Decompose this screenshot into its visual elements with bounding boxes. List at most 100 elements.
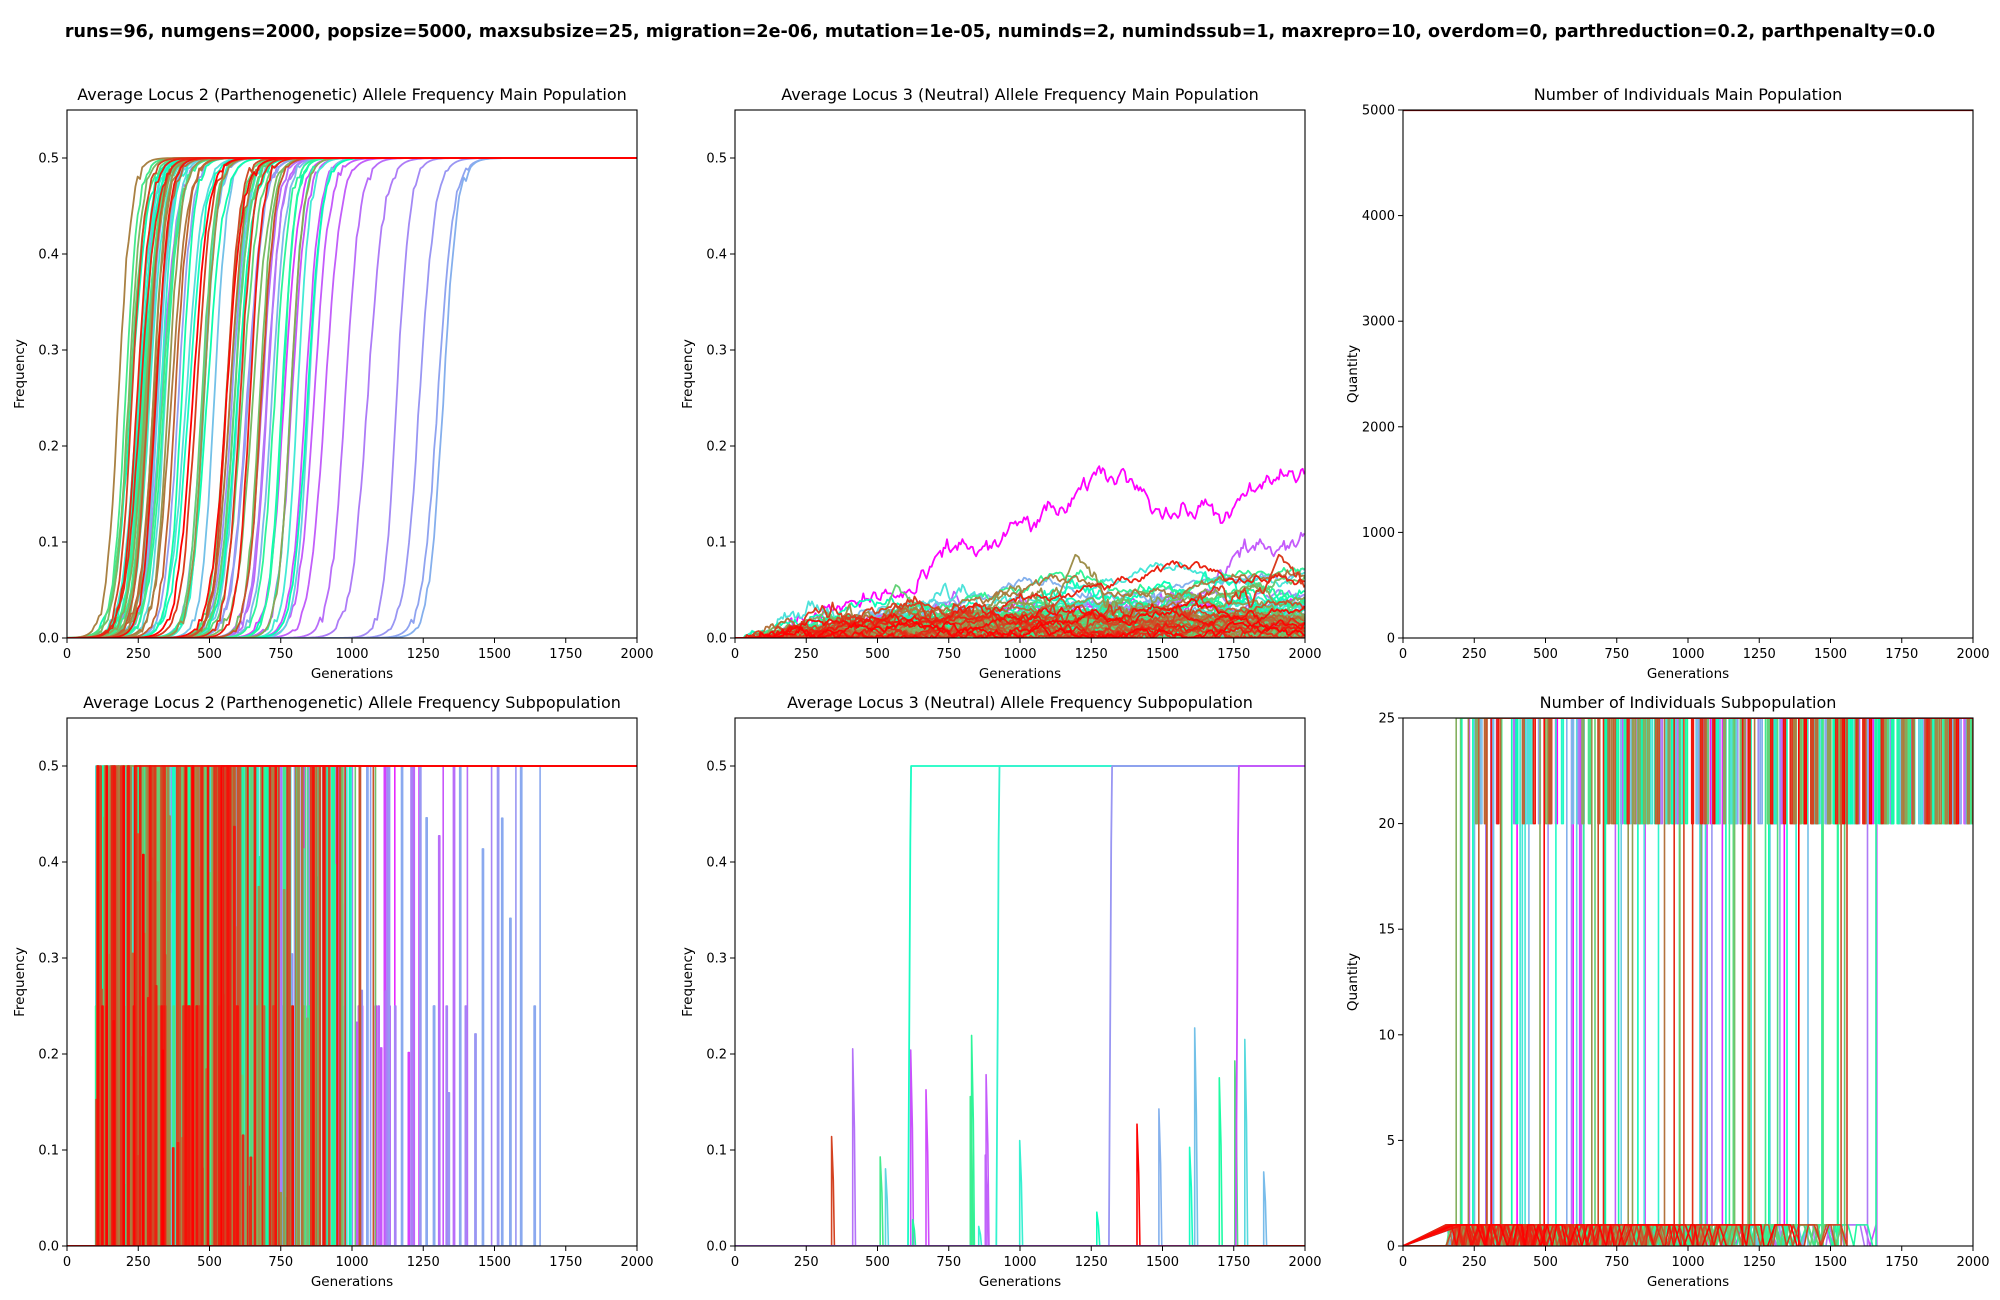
y-axis-label: Frequency bbox=[680, 339, 696, 409]
run-line bbox=[735, 1123, 1305, 1246]
y-tick-label: 3000 bbox=[1362, 315, 1395, 330]
series-group bbox=[1403, 718, 1973, 1246]
y-axis-label: Frequency bbox=[680, 947, 696, 1017]
run-line bbox=[735, 1048, 1305, 1246]
y-axis-label: Frequency bbox=[12, 339, 28, 409]
x-tick-label: 750 bbox=[1604, 647, 1629, 662]
run-line bbox=[1403, 718, 1973, 1246]
x-tick-label: 1250 bbox=[1743, 1255, 1776, 1270]
y-tick-label: 0.3 bbox=[706, 952, 727, 967]
x-tick-label: 500 bbox=[865, 1255, 890, 1270]
run-line bbox=[1403, 718, 1973, 1246]
run-line bbox=[1403, 718, 1973, 1246]
x-tick-label: 2000 bbox=[620, 1255, 653, 1270]
x-tick-label: 1000 bbox=[335, 1255, 368, 1270]
x-tick-label: 750 bbox=[268, 1255, 293, 1270]
x-tick-label: 750 bbox=[268, 647, 293, 662]
axes-frame bbox=[734, 109, 1306, 639]
run-line bbox=[67, 157, 637, 638]
x-tick-label: 1000 bbox=[1671, 1255, 1704, 1270]
y-axis-label: Quantity bbox=[1345, 953, 1361, 1011]
x-tick-label: 1000 bbox=[1671, 647, 1704, 662]
run-line bbox=[735, 1076, 1305, 1246]
series-group bbox=[67, 765, 637, 1246]
x-tick-label: 1750 bbox=[549, 647, 582, 662]
x-tick-label: 1750 bbox=[1885, 647, 1918, 662]
x-tick-label: 1250 bbox=[1743, 647, 1776, 662]
x-tick-label: 500 bbox=[1533, 1255, 1558, 1270]
series-group bbox=[735, 465, 1305, 638]
x-tick-label: 250 bbox=[794, 647, 819, 662]
y-tick-label: 1000 bbox=[1362, 526, 1395, 541]
x-tick-label: 500 bbox=[197, 1255, 222, 1270]
run-line bbox=[67, 765, 637, 1246]
y-tick-label: 15 bbox=[1378, 923, 1395, 938]
run-line bbox=[735, 597, 1305, 638]
x-tick-label: 1750 bbox=[549, 1255, 582, 1270]
chart-title: Average Locus 3 (Neutral) Allele Frequen… bbox=[787, 693, 1253, 712]
y-axis-label: Frequency bbox=[12, 947, 28, 1017]
y-tick-label: 25 bbox=[1378, 712, 1395, 727]
run-line bbox=[735, 618, 1305, 638]
axes-frame bbox=[66, 109, 638, 639]
y-tick-label: 0 bbox=[1387, 1240, 1395, 1255]
x-tick-label: 1000 bbox=[335, 647, 368, 662]
x-tick-label: 0 bbox=[63, 1255, 71, 1270]
x-tick-label: 0 bbox=[731, 647, 739, 662]
run-line bbox=[735, 1049, 1305, 1246]
run-line bbox=[735, 1034, 1305, 1246]
run-line bbox=[735, 465, 1305, 638]
y-tick-label: 0.1 bbox=[706, 1144, 727, 1159]
x-tick-label: 1500 bbox=[478, 1255, 511, 1270]
x-tick-label: 1500 bbox=[1146, 1255, 1179, 1270]
y-tick-label: 0.2 bbox=[706, 1048, 727, 1063]
run-line bbox=[735, 1171, 1305, 1246]
run-line bbox=[67, 765, 637, 1246]
y-tick-label: 0.2 bbox=[38, 440, 59, 455]
x-tick-label: 750 bbox=[936, 647, 961, 662]
x-tick-label: 0 bbox=[1399, 1255, 1407, 1270]
x-tick-label: 2000 bbox=[1956, 647, 1989, 662]
y-tick-label: 0.2 bbox=[706, 440, 727, 455]
y-tick-label: 0.2 bbox=[38, 1048, 59, 1063]
x-axis-label: Generations bbox=[1647, 666, 1729, 682]
run-line bbox=[735, 1095, 1305, 1246]
x-tick-label: 500 bbox=[197, 647, 222, 662]
x-tick-label: 1750 bbox=[1885, 1255, 1918, 1270]
y-tick-label: 0.0 bbox=[706, 1240, 727, 1255]
x-tick-label: 250 bbox=[1462, 647, 1487, 662]
y-tick-label: 0.3 bbox=[38, 952, 59, 967]
x-tick-label: 500 bbox=[865, 647, 890, 662]
y-tick-label: 0.5 bbox=[706, 152, 727, 167]
y-axis-label: Quantity bbox=[1345, 345, 1361, 403]
run-line bbox=[735, 1154, 1305, 1246]
run-line bbox=[735, 1168, 1305, 1246]
y-tick-label: 5000 bbox=[1362, 104, 1395, 119]
fixation-line bbox=[735, 765, 1305, 1246]
y-tick-label: 0.3 bbox=[706, 344, 727, 359]
y-tick-label: 20 bbox=[1378, 817, 1395, 832]
y-tick-label: 0.4 bbox=[706, 856, 727, 871]
x-tick-label: 500 bbox=[1533, 647, 1558, 662]
run-line bbox=[735, 1211, 1305, 1246]
run-line bbox=[735, 1108, 1305, 1246]
y-tick-label: 0 bbox=[1387, 632, 1395, 647]
chart-sub-locus3: 0 250 500 750 1000 1250 1500 1750 2000 0.0 0.1 0.2 0… bbox=[680, 693, 1322, 1290]
chart-title: Average Locus 2 (Parthenogenetic) Allele… bbox=[83, 693, 621, 712]
run-line bbox=[1403, 718, 1973, 1246]
x-tick-label: 1500 bbox=[1814, 1255, 1847, 1270]
fixation-line bbox=[735, 765, 1305, 1246]
series-group bbox=[735, 765, 1305, 1246]
y-tick-label: 0.5 bbox=[38, 152, 59, 167]
fixation-line bbox=[735, 765, 1305, 1246]
run-line bbox=[735, 1218, 1305, 1246]
y-tick-label: 0.3 bbox=[38, 344, 59, 359]
y-tick-label: 0.5 bbox=[38, 760, 59, 775]
run-line bbox=[735, 1225, 1305, 1246]
run-line bbox=[1403, 718, 1973, 1246]
y-tick-label: 0.5 bbox=[706, 760, 727, 775]
x-tick-label: 1000 bbox=[1003, 1255, 1036, 1270]
x-tick-label: 2000 bbox=[1288, 1255, 1321, 1270]
x-axis-label: Generations bbox=[311, 1274, 393, 1290]
y-tick-label: 10 bbox=[1378, 1028, 1395, 1043]
